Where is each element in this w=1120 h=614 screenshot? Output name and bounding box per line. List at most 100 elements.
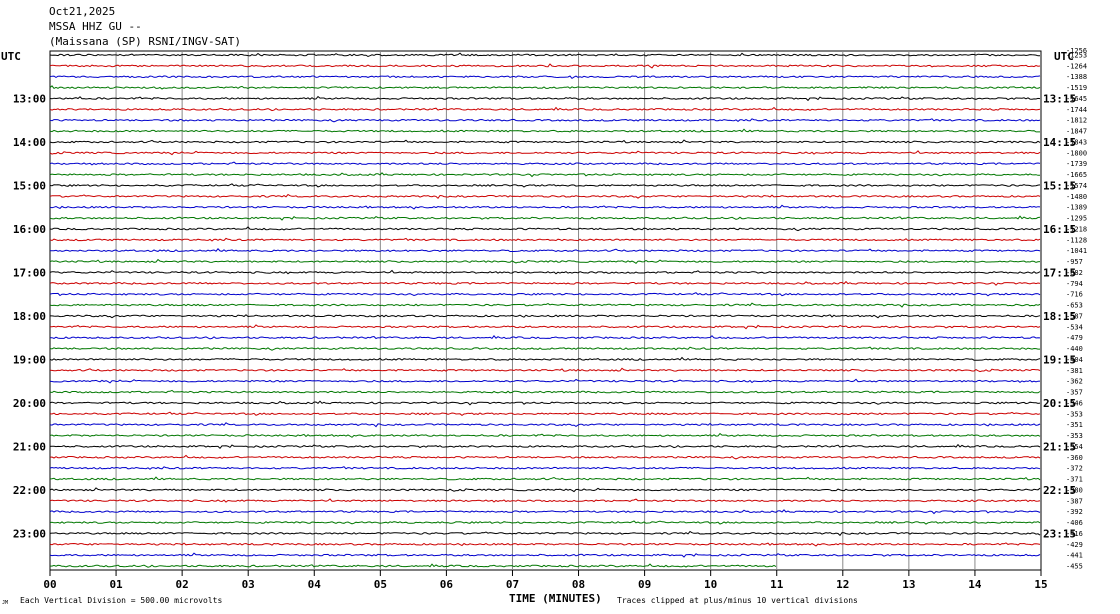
row-value-label: -653 [1066,302,1083,310]
row-value-label: -1128 [1066,236,1087,244]
hour-label-right: 18:15 [1043,310,1076,323]
row-value-label: -406 [1066,519,1083,527]
hour-label-left: 21:00 [13,440,46,453]
trace-line [49,237,1041,242]
trace-line [49,106,1041,112]
row-value-label: -380 [1066,486,1083,494]
row-value-label: -1847 [1066,128,1087,136]
trace-line [49,258,1041,264]
trace-line [49,150,1041,156]
row-value-label: -353 [1066,432,1083,440]
row-value-label: -1665 [1066,171,1087,179]
x-tick-label: 00 [43,578,56,591]
trace-line [49,422,1041,428]
trace-line [49,161,1041,166]
row-value-label: -1744 [1066,106,1087,114]
hour-label-right: 23:15 [1043,527,1076,540]
trace-line [49,400,1041,406]
row-value-label: -716 [1066,291,1083,299]
trace-line [49,552,1041,558]
trace-line [49,193,1041,200]
row-value-label: -404 [1066,356,1083,364]
trace-line [49,563,777,568]
row-value-label: -381 [1066,367,1083,375]
trace-line [49,498,1041,503]
x-tick-label: 15 [1034,578,1047,591]
trace-line [49,183,1041,188]
trace-line [49,520,1041,525]
x-tick-label: 12 [836,578,849,591]
hour-label-left: 17:00 [13,266,46,279]
trace-line [50,335,1041,340]
row-top-label: -1256 [1066,47,1087,55]
row-value-label: -429 [1066,541,1083,549]
trace-line [49,542,1041,547]
row-value-label: -534 [1066,323,1083,331]
trace-line [49,378,1041,384]
trace-line [49,75,1041,80]
trace-line [49,302,1041,308]
x-tick-label: 11 [770,578,784,591]
row-value-label: -1645 [1066,95,1087,103]
trace-line [49,248,1041,253]
row-value-label: -1253 [1066,52,1087,60]
x-tick-label: 02 [176,578,189,591]
trace-line [49,443,1041,450]
hour-label-left: 13:00 [13,93,46,106]
hour-label-right: 17:15 [1043,266,1076,279]
row-value-label: -1574 [1066,182,1087,190]
trace-line [49,476,1041,481]
trace-line [49,128,1040,133]
trace-line [49,139,1041,144]
x-tick-label: 05 [374,578,387,591]
hour-label-right: 19:15 [1043,353,1076,366]
clip-note: Traces clipped at plus/minus 10 vertical… [617,596,858,605]
hour-label-right: 14:15 [1043,136,1076,149]
row-value-label: -387 [1066,497,1083,505]
row-value-label: -957 [1066,258,1083,266]
row-value-label: -1739 [1066,160,1087,168]
station-label: MSSA HHZ GU -- [49,20,142,33]
plot-frame [49,50,1042,571]
x-tick-label: 14 [968,578,982,591]
row-value-label: -392 [1066,508,1083,516]
date-label: Oct21,2025 [49,5,116,18]
trace-line [49,509,1041,515]
trace-line [49,324,1041,330]
x-tick-label: 01 [109,578,123,591]
row-value-label: -587 [1066,312,1083,320]
row-value-label: -479 [1066,334,1083,342]
trace-line [49,411,1041,417]
row-value-label: -1480 [1066,193,1087,201]
trace-line [49,226,1041,232]
x-tick-label: 13 [902,578,915,591]
hour-label-left: 15:00 [13,180,46,193]
hour-label-right: 21:15 [1043,440,1076,453]
x-tick-label: 08 [572,578,585,591]
trace-line [49,118,1041,123]
row-value-label: -1812 [1066,117,1087,125]
row-value-label: -1041 [1066,247,1087,255]
trace-line [49,389,1041,394]
row-value-label: -372 [1066,465,1083,473]
hour-label-right: 16:15 [1043,223,1076,236]
hour-label-left: 23:00 [13,527,46,540]
row-value-label: -1218 [1066,226,1087,234]
row-value-label: -351 [1066,421,1083,429]
trace-line [49,346,1040,351]
trace-line [49,280,1041,286]
x-tick-label: 09 [638,578,651,591]
hour-label-left: 22:00 [13,484,46,497]
hour-label-right: 15:15 [1043,180,1076,193]
row-value-label: -1264 [1066,62,1087,70]
row-value-label: -1388 [1066,73,1087,81]
x-tick-label: 06 [440,578,454,591]
trace-line [49,95,1041,102]
row-value-label: -455 [1066,563,1083,571]
trace-line [50,314,1041,319]
trace-line [49,172,1040,178]
trace-line [49,85,1041,90]
vertical-division-note: Each Vertical Division = 500.00 microvol… [20,596,223,605]
row-value-label: -1389 [1066,204,1087,212]
